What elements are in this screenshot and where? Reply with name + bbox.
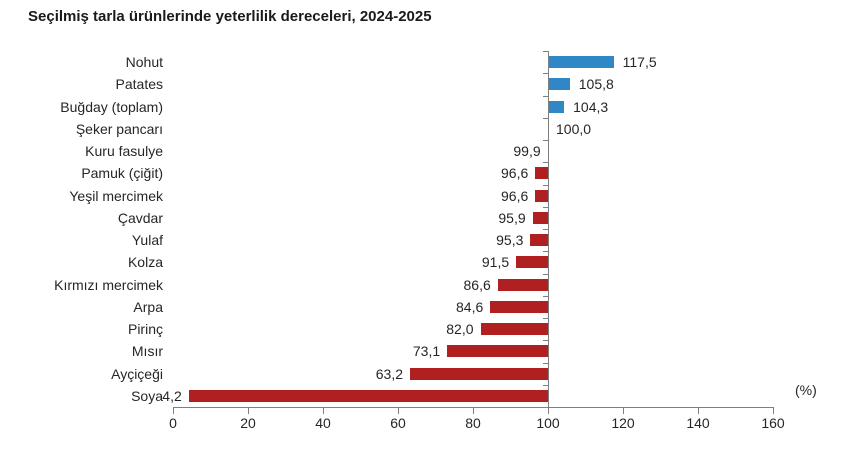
axis-unit-label: (%): [795, 382, 817, 398]
category-tick: [543, 318, 548, 319]
bar: [535, 167, 548, 180]
value-label: 84,6: [456, 298, 484, 315]
category-tick: [543, 117, 548, 119]
category-label: Yeşil mercimek: [69, 187, 163, 204]
category-tick: [543, 362, 548, 364]
x-axis-line: [173, 407, 774, 408]
x-tick: [698, 408, 699, 414]
x-tick-label: 100: [536, 415, 560, 431]
x-tick-label: 60: [390, 415, 406, 431]
value-label: 99,9: [513, 143, 541, 159]
category-label: Buğday (toplam): [60, 98, 163, 115]
x-tick: [473, 408, 474, 414]
x-tick-label: 40: [315, 415, 331, 431]
category-label: Yulaf: [131, 232, 163, 248]
x-tick-label: 0: [169, 415, 177, 431]
category-label: Pirinç: [127, 321, 163, 337]
category-axis-line: [548, 51, 549, 407]
category-tick: [543, 340, 548, 342]
bar: [410, 367, 548, 380]
x-tick: [398, 408, 399, 414]
category-label: Ayçiçeği: [111, 365, 163, 382]
category-tick: [543, 251, 548, 253]
value-label: 82,0: [446, 321, 474, 337]
category-label: Soya: [131, 387, 163, 404]
value-label: 73,1: [412, 343, 441, 360]
value-label: 96,6: [501, 165, 529, 182]
x-tick-label: 160: [761, 415, 785, 431]
category-tick: [543, 140, 548, 141]
value-label: 95,3: [496, 232, 524, 248]
x-tick: [248, 408, 249, 414]
x-tick-label: 120: [611, 415, 635, 431]
bar: [535, 189, 548, 202]
category-label: Nohut: [125, 54, 163, 70]
x-tick: [323, 408, 324, 414]
bar: [530, 234, 548, 247]
category-tick: [543, 384, 548, 386]
bar: [516, 256, 548, 269]
category-tick: [543, 184, 548, 186]
x-tick-label: 140: [686, 415, 710, 431]
category-tick: [543, 295, 548, 297]
value-label: 104,3: [573, 98, 609, 115]
category-label: Arpa: [133, 298, 163, 315]
value-label: 4,2: [162, 387, 182, 404]
category-label: Çavdar: [117, 209, 163, 226]
bar: [548, 100, 565, 113]
category-label: Mısır: [131, 343, 163, 360]
category-label: Pamuk (çiğit): [81, 165, 163, 182]
x-tick: [548, 408, 549, 414]
value-label: 105,8: [578, 76, 614, 93]
value-label: 117,5: [622, 54, 657, 70]
value-label: 95,9: [498, 209, 526, 226]
x-tick: [773, 408, 774, 414]
category-tick: [543, 51, 548, 52]
x-tick-label: 80: [465, 415, 481, 431]
bar: [497, 278, 548, 291]
category-tick: [543, 206, 548, 208]
category-label: Kırmızı mercimek: [54, 276, 163, 293]
category-label: Kolza: [127, 254, 163, 271]
category-tick: [543, 162, 548, 164]
category-label: Patates: [115, 76, 163, 93]
bar: [548, 56, 614, 69]
bar: [480, 323, 548, 336]
bar: [548, 78, 570, 91]
value-label: 96,6: [501, 187, 529, 204]
bar: [188, 389, 548, 402]
x-tick: [173, 408, 174, 414]
category-tick: [543, 229, 548, 230]
x-tick-label: 20: [240, 415, 256, 431]
category-tick: [543, 73, 548, 75]
value-label: 86,6: [463, 276, 491, 293]
value-label: 100,0: [556, 120, 592, 137]
value-label: 91,5: [481, 254, 510, 271]
chart-title: Seçilmiş tarla ürünlerinde yeterlilik de…: [28, 8, 432, 25]
bar: [490, 300, 548, 313]
category-tick: [543, 95, 548, 97]
x-tick: [623, 408, 624, 414]
value-label: 63,2: [375, 365, 403, 382]
category-label: Şeker pancarı: [75, 120, 163, 137]
bar: [447, 345, 548, 358]
bar: [532, 211, 548, 224]
category-tick: [543, 273, 548, 275]
category-label: Kuru fasulye: [85, 143, 163, 159]
